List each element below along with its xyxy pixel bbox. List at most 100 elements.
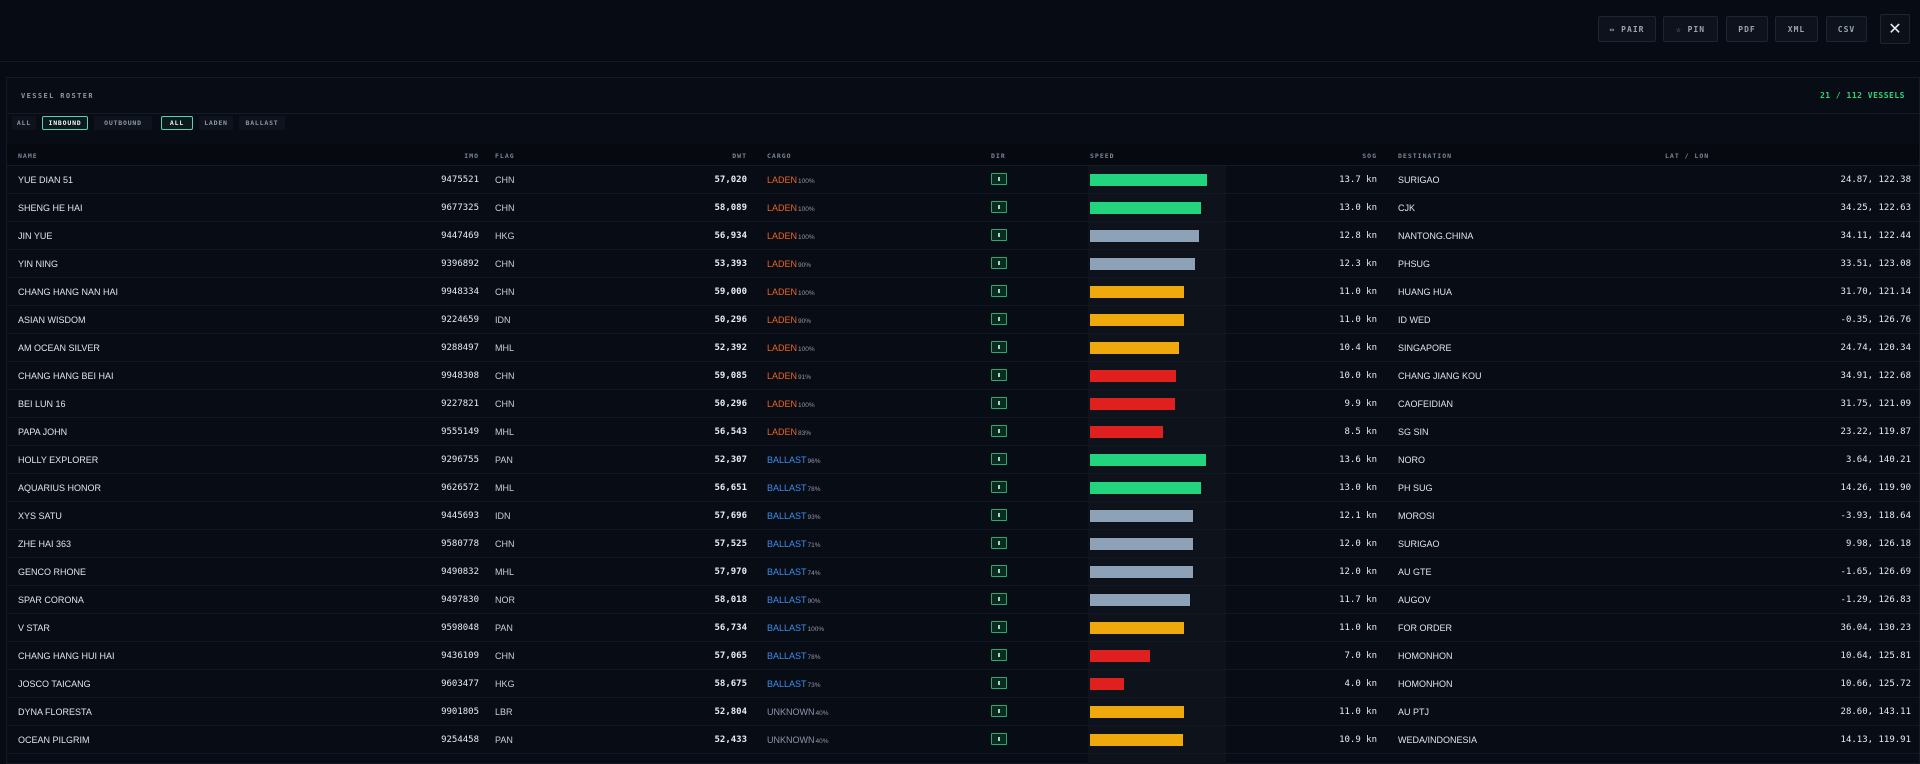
table-row[interactable]: OCEAN PILGRIM 9254458 PAN 52,433 UNKNOWN40% 1… [7, 726, 1919, 754]
table-row[interactable]: GENCO RHONE 9490832 MHL 57,970 BALLAST74% 12.… [7, 558, 1919, 586]
csv-export-button[interactable]: CSV [1826, 16, 1867, 42]
vessel-name: ZHE HAI 363 [18, 539, 72, 549]
pin-button[interactable]: ☆ PIN [1663, 16, 1718, 42]
vessel-flag: HKG [495, 679, 515, 689]
cargo-percent: 90% [798, 262, 812, 269]
vessel-sog: 11.0 kn [1339, 623, 1377, 633]
vessel-latlon: -0.35, 126.76 [1840, 315, 1911, 325]
vessel-sog: 10.0 kn [1339, 371, 1377, 381]
vessel-destination: MOROSI [1398, 511, 1435, 521]
vessel-latlon: 34.91, 122.68 [1840, 371, 1911, 381]
cargo-percent: 100% [798, 178, 815, 185]
vessel-latlon: 33.51, 123.08 [1840, 259, 1911, 269]
vessel-latlon: 31.70, 121.14 [1840, 287, 1911, 297]
close-icon[interactable]: ✕ [1880, 14, 1910, 44]
col-imo[interactable]: IMO [464, 152, 479, 160]
vessel-name: AQUARIUS HONOR [18, 483, 102, 493]
filter-direction-outbound[interactable]: OUTBOUND [94, 116, 152, 130]
vessel-dwt: 59,000 [714, 287, 747, 297]
vessel-dwt: 56,734 [714, 623, 747, 633]
speed-bar [1090, 594, 1190, 606]
direction-icon [991, 621, 1007, 633]
vessel-sog: 11.0 kn [1339, 287, 1377, 297]
vessel-sog: 11.7 kn [1339, 595, 1377, 605]
vessel-flag: CHN [495, 371, 515, 381]
speed-bar [1090, 734, 1183, 746]
vessel-sog: 12.3 kn [1339, 259, 1377, 269]
filter-direction-all[interactable]: ALL [12, 116, 36, 130]
vessel-latlon: 34.25, 122.63 [1840, 203, 1911, 213]
col-dwt[interactable]: DWT [732, 152, 747, 160]
speed-bar [1090, 678, 1124, 690]
cargo-status: LADEN [767, 175, 798, 185]
cargo-status: LADEN [767, 371, 798, 381]
vessel-flag: IDN [495, 511, 511, 521]
speed-bar [1090, 482, 1201, 494]
table-row[interactable]: YIN NING 9396892 CHN 53,393 LADEN90% 12.3 kn P… [7, 250, 1919, 278]
vessel-cargo: BALLAST100% [767, 623, 824, 635]
table-row[interactable]: AM OCEAN SILVER 9288497 MHL 52,392 LADEN100%… [7, 334, 1919, 362]
vessel-dwt: 58,089 [714, 203, 747, 213]
filter-cargo-laden[interactable]: LADEN [199, 116, 233, 130]
filter-cargo-all[interactable]: ALL [161, 116, 193, 130]
vessel-flag: PAN [495, 623, 513, 633]
vessel-cargo: LADEN100% [767, 399, 815, 411]
vessel-sog: 8.5 kn [1344, 427, 1377, 437]
direction-icon [991, 341, 1007, 353]
table-row[interactable]: XYS SATU 9445693 IDN 57,696 BALLAST93% 12.1 k… [7, 502, 1919, 530]
pdf-export-button[interactable]: PDF [1726, 16, 1768, 42]
table-row[interactable]: HOLLY EXPLORER 9296755 PAN 52,307 BALLAST96%… [7, 446, 1919, 474]
filter-direction-inbound[interactable]: INBOUND [42, 116, 88, 130]
xml-export-button[interactable]: XML [1775, 16, 1818, 42]
table-row[interactable]: V STAR 9598048 PAN 56,734 BALLAST100% 11.0 kn… [7, 614, 1919, 642]
vessel-destination: HUANG HUA [1398, 287, 1453, 297]
table-row[interactable]: JOSCO TAICANG 9603477 HKG 58,675 BALLAST73% 4… [7, 670, 1919, 698]
col-destination[interactable]: DESTINATION [1398, 152, 1453, 160]
col-sog[interactable]: SOG [1362, 152, 1377, 160]
col-dir[interactable]: DIR [991, 152, 1006, 160]
pair-button[interactable]: ⇔ PAIR [1598, 16, 1656, 42]
vessel-flag: MHL [495, 427, 515, 437]
direction-icon [991, 397, 1007, 409]
vessel-destination: AU PTJ [1398, 707, 1430, 717]
table-row[interactable]: DYNA FLORESTA 9901805 LBR 52,804 UNKNOWN40% 1… [7, 698, 1919, 726]
table-row[interactable]: AQUARIUS HONOR 9626572 MHL 56,651 BALLAST78%… [7, 474, 1919, 502]
filter-cargo-ballast[interactable]: BALLAST [239, 116, 285, 130]
cargo-status: UNKNOWN [767, 707, 815, 717]
table-row[interactable]: YUE DIAN 51 9475521 CHN 57,020 LADEN100% 13.7… [7, 166, 1919, 194]
vessel-destination: HOMONHON [1398, 679, 1453, 689]
table-row[interactable]: ASIAN WISDOM 9224659 IDN 50,296 LADEN90% 11.0… [7, 306, 1919, 334]
vessel-flag: CHN [495, 539, 515, 549]
col-speed[interactable]: SPEED [1090, 152, 1115, 160]
vessel-destination: CJK [1398, 203, 1416, 213]
speed-bar [1090, 538, 1193, 550]
cargo-percent: 78% [807, 486, 821, 493]
table-row[interactable]: CHANG HANG BEI HAI 9948308 CHN 59,085 LADEN9… [7, 362, 1919, 390]
vessel-dwt: 52,307 [714, 455, 747, 465]
vessel-flag: CHN [495, 399, 515, 409]
table-row[interactable]: SHENG HE HAI 9677325 CHN 58,089 LADEN100% 13.… [7, 194, 1919, 222]
vessel-cargo: LADEN100% [767, 175, 815, 187]
vessel-sog: 13.7 kn [1339, 175, 1377, 185]
vessel-cargo: LADEN83% [767, 427, 811, 439]
col-flag[interactable]: FLAG [495, 152, 515, 160]
table-row[interactable]: SPAR CORONA 9497830 NOR 58,018 BALLAST90% 11.… [7, 586, 1919, 614]
table-row[interactable]: ZHE HAI 363 9580778 CHN 57,525 BALLAST71% 12.… [7, 530, 1919, 558]
table-row[interactable]: CHANG HANG HUI HAI 9436109 CHN 57,065 BALLAS… [7, 642, 1919, 670]
col-latlon[interactable]: LAT / LON [1665, 152, 1710, 160]
col-name[interactable]: NAME [18, 152, 38, 160]
vessel-dwt: 56,543 [714, 427, 747, 437]
table-row[interactable]: JIN YUE 9447469 HKG 56,934 LADEN100% 12.8 kn N… [7, 222, 1919, 250]
table-row[interactable]: CHANG HANG NAN HAI 9948334 CHN 59,000 LADEN1… [7, 278, 1919, 306]
vessel-destination: NANTONG.CHINA [1398, 231, 1474, 241]
vessel-destination: FOR ORDER [1398, 623, 1452, 633]
vessel-sog: 7.0 kn [1344, 651, 1377, 661]
col-cargo[interactable]: CARGO [767, 152, 792, 160]
vessel-name: OCEAN PILGRIM [18, 735, 90, 745]
vessel-cargo: UNKNOWN40% [767, 735, 829, 747]
table-row[interactable]: BEI LUN 16 9227821 CHN 50,296 LADEN100% 9.9 k… [7, 390, 1919, 418]
cargo-percent: 40% [815, 738, 829, 745]
table-row[interactable]: PAPA JOHN 9555149 MHL 56,543 LADEN83% 8.5 kn S… [7, 418, 1919, 446]
vessel-sog: 13.0 kn [1339, 203, 1377, 213]
vessel-destination: PH SUG [1398, 483, 1433, 493]
